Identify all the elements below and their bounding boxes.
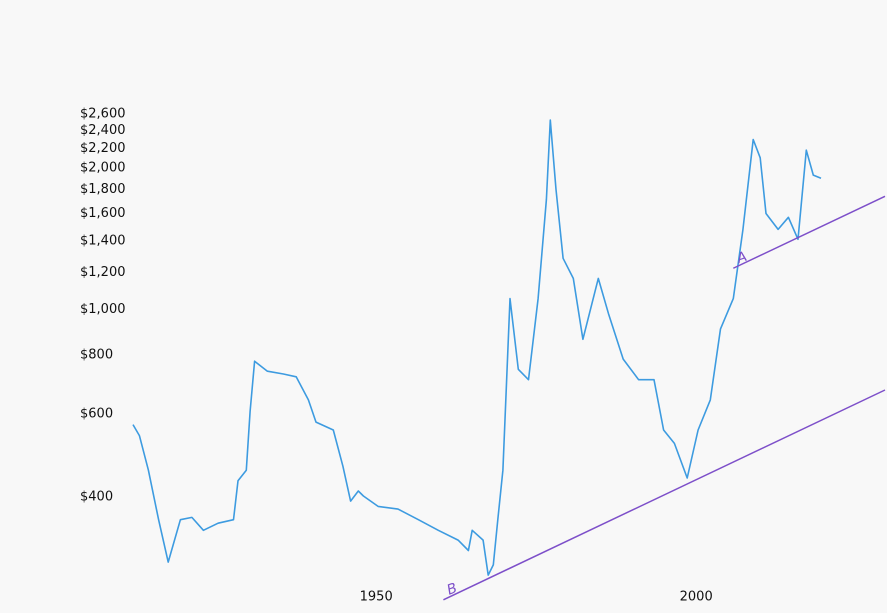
trendline (732, 195, 886, 269)
y-tick-label: $1,000 (80, 302, 126, 317)
y-tick-label: $1,800 (80, 182, 126, 197)
y-tick-label: $2,600 (80, 107, 126, 122)
y-tick-label: $800 (80, 348, 113, 363)
price-line (132, 119, 822, 576)
y-tick-label: $1,400 (80, 233, 126, 248)
y-tick-label: $1,600 (80, 206, 126, 221)
y-tick-label: $2,400 (80, 123, 126, 138)
x-tick-label: 1950 (360, 590, 393, 605)
trendline-label: A (734, 249, 749, 268)
y-tick-label: $1,200 (80, 265, 126, 280)
y-tick-label: $600 (80, 407, 113, 422)
y-tick-label: $2,200 (80, 141, 126, 156)
y-tick-label: $2,000 (80, 160, 126, 175)
x-tick-label: 2000 (680, 590, 713, 605)
y-tick-label: $400 (80, 490, 113, 505)
trendline-label: B (445, 580, 460, 598)
trendline (443, 389, 886, 601)
